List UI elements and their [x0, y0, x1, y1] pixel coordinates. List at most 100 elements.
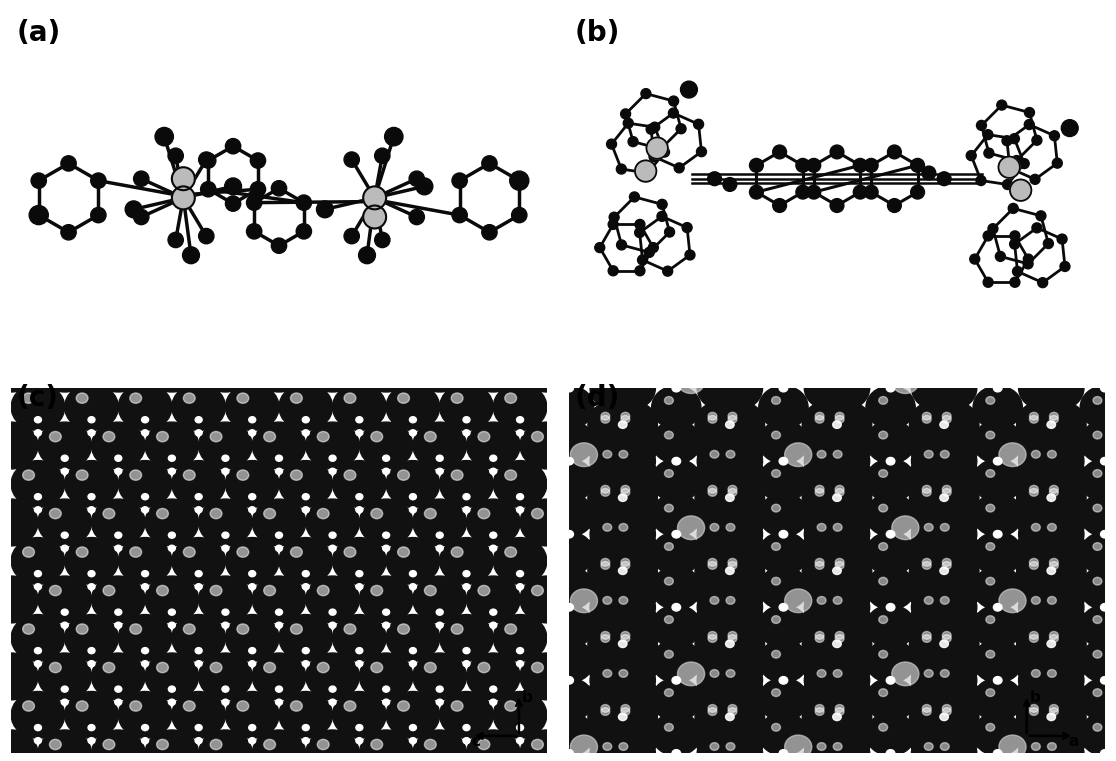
Circle shape: [224, 178, 241, 195]
Circle shape: [35, 648, 41, 654]
Circle shape: [715, 478, 764, 521]
Circle shape: [410, 737, 416, 743]
Circle shape: [1080, 313, 1116, 356]
Circle shape: [999, 589, 1026, 613]
Circle shape: [620, 412, 629, 420]
Circle shape: [558, 393, 570, 403]
Circle shape: [11, 460, 65, 508]
Circle shape: [750, 185, 763, 199]
Circle shape: [1010, 134, 1019, 144]
Circle shape: [0, 653, 38, 700]
Circle shape: [725, 421, 734, 428]
Circle shape: [410, 494, 416, 500]
Circle shape: [618, 494, 627, 501]
Circle shape: [493, 537, 547, 584]
Circle shape: [169, 686, 175, 693]
Circle shape: [620, 635, 629, 642]
Circle shape: [993, 457, 1002, 465]
Circle shape: [668, 108, 679, 118]
Circle shape: [829, 456, 872, 492]
Circle shape: [922, 489, 931, 496]
Circle shape: [708, 486, 716, 493]
Circle shape: [835, 489, 844, 496]
Circle shape: [1037, 402, 1086, 444]
Circle shape: [359, 730, 413, 761]
Circle shape: [759, 313, 808, 356]
Circle shape: [830, 145, 844, 159]
Circle shape: [424, 585, 436, 596]
Circle shape: [424, 662, 436, 673]
Circle shape: [771, 505, 780, 512]
Circle shape: [618, 640, 627, 648]
Circle shape: [61, 156, 76, 171]
Circle shape: [829, 675, 872, 712]
Circle shape: [820, 586, 869, 629]
Circle shape: [61, 455, 68, 461]
Circle shape: [172, 692, 225, 738]
Circle shape: [696, 147, 706, 157]
Circle shape: [976, 120, 987, 130]
Circle shape: [35, 661, 41, 667]
Circle shape: [513, 635, 522, 642]
Circle shape: [864, 158, 878, 172]
Circle shape: [249, 648, 256, 654]
Circle shape: [966, 151, 976, 161]
Circle shape: [410, 661, 416, 667]
Circle shape: [802, 503, 845, 540]
Circle shape: [600, 559, 609, 566]
Circle shape: [983, 129, 993, 139]
Circle shape: [88, 584, 95, 590]
Circle shape: [557, 543, 566, 550]
Circle shape: [866, 678, 915, 721]
Circle shape: [545, 605, 594, 648]
Circle shape: [1004, 163, 1014, 173]
Circle shape: [698, 440, 747, 482]
Circle shape: [279, 692, 333, 738]
Circle shape: [608, 624, 657, 667]
Circle shape: [815, 708, 824, 715]
Circle shape: [922, 339, 931, 347]
Circle shape: [478, 508, 490, 519]
Circle shape: [588, 551, 637, 594]
Circle shape: [695, 475, 744, 517]
Circle shape: [1017, 430, 1059, 466]
Circle shape: [833, 567, 841, 575]
Circle shape: [588, 329, 637, 371]
Circle shape: [910, 649, 952, 686]
Circle shape: [531, 355, 543, 365]
Circle shape: [588, 475, 637, 517]
Circle shape: [183, 547, 195, 557]
Circle shape: [822, 329, 872, 371]
Circle shape: [359, 499, 413, 546]
Circle shape: [941, 597, 950, 604]
Circle shape: [210, 585, 222, 596]
Circle shape: [410, 584, 416, 590]
Circle shape: [413, 576, 466, 622]
Circle shape: [225, 384, 279, 431]
Circle shape: [940, 567, 949, 575]
Circle shape: [1093, 470, 1101, 477]
Circle shape: [835, 416, 844, 423]
Circle shape: [501, 694, 550, 737]
Circle shape: [483, 732, 532, 761]
Circle shape: [835, 708, 844, 715]
Circle shape: [912, 513, 961, 556]
Circle shape: [1031, 377, 1040, 385]
Circle shape: [771, 578, 780, 585]
Circle shape: [31, 173, 47, 188]
Circle shape: [983, 277, 993, 287]
Circle shape: [1011, 155, 1021, 165]
Circle shape: [1080, 532, 1116, 575]
Circle shape: [169, 545, 175, 551]
Circle shape: [941, 670, 950, 677]
Circle shape: [1061, 119, 1078, 136]
Circle shape: [172, 167, 195, 190]
Circle shape: [608, 551, 657, 594]
Circle shape: [710, 377, 719, 385]
Circle shape: [652, 678, 701, 721]
Circle shape: [759, 386, 808, 429]
Circle shape: [1080, 639, 1116, 683]
Circle shape: [386, 460, 440, 508]
Circle shape: [156, 508, 169, 519]
Circle shape: [172, 615, 225, 661]
